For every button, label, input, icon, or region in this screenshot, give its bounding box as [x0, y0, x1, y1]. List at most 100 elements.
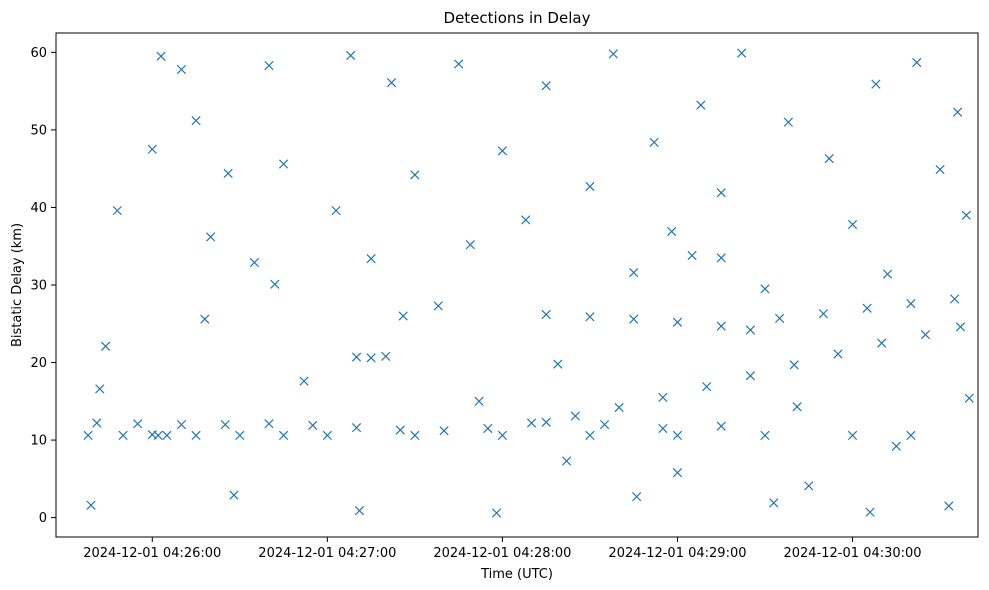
- data-point: [716, 253, 726, 263]
- data-point: [952, 107, 963, 117]
- data-point: [541, 309, 551, 320]
- data-point: [629, 314, 639, 324]
- x-axis-title: Time (UTC): [480, 567, 553, 582]
- data-point: [912, 57, 922, 68]
- y-tick-label: 50: [30, 123, 47, 138]
- data-point: [950, 294, 960, 304]
- data-point: [737, 48, 747, 58]
- plot-frame: [55, 32, 979, 538]
- data-point: [386, 78, 397, 88]
- data-point: [526, 418, 537, 428]
- data-point: [381, 351, 391, 361]
- data-point: [200, 314, 210, 324]
- data-point: [716, 321, 726, 331]
- data-point: [191, 430, 201, 441]
- data-point: [608, 49, 618, 59]
- data-point: [891, 441, 901, 451]
- data-point: [162, 430, 172, 441]
- data-point: [278, 430, 289, 441]
- data-point: [804, 481, 814, 491]
- data-point: [553, 359, 563, 369]
- data-point: [354, 506, 365, 516]
- data-point: [264, 60, 274, 71]
- data-point: [521, 215, 531, 225]
- data-point: [133, 419, 143, 429]
- data-point: [191, 115, 201, 126]
- y-tick-label: 40: [30, 201, 47, 216]
- data-point: [331, 205, 341, 216]
- data-point: [877, 338, 887, 348]
- data-point: [366, 353, 376, 363]
- data-point: [220, 419, 230, 430]
- x-tick-label: 2024-12-01 04:27:00: [258, 546, 396, 561]
- data-point: [497, 146, 508, 156]
- data-point: [687, 250, 697, 261]
- data-point: [783, 117, 793, 127]
- data-point: [745, 325, 756, 335]
- data-point: [871, 79, 881, 89]
- data-point: [322, 430, 332, 441]
- data-point: [649, 137, 659, 147]
- data-point: [299, 376, 309, 386]
- data-point: [112, 205, 122, 216]
- x-tick-label: 2024-12-01 04:30:00: [783, 546, 921, 561]
- x-tick-label: 2024-12-01 04:26:00: [83, 546, 221, 561]
- data-point: [702, 381, 712, 392]
- data-point: [696, 100, 706, 110]
- data-point: [278, 159, 289, 169]
- data-point: [862, 303, 872, 313]
- data-point: [308, 420, 318, 430]
- data-point: [847, 430, 858, 441]
- data-point: [100, 341, 111, 351]
- data-point: [672, 430, 683, 441]
- data-point: [410, 430, 420, 441]
- data-point: [769, 498, 779, 508]
- data-point: [920, 330, 931, 340]
- x-tick-label: 2024-12-01 04:29:00: [608, 546, 746, 561]
- data-point: [156, 51, 166, 61]
- data-point: [366, 254, 376, 264]
- data-point: [465, 240, 475, 250]
- data-point: [264, 419, 274, 429]
- data-point: [935, 164, 945, 175]
- data-point: [398, 311, 408, 321]
- y-tick-label: 0: [39, 511, 47, 526]
- y-axis: 0 10 20 30 40 50 60: [30, 46, 56, 526]
- data-point: [716, 188, 726, 198]
- data-point: [249, 257, 260, 268]
- data-point: [632, 492, 642, 502]
- data-point: [716, 421, 726, 431]
- data-point: [92, 418, 102, 428]
- data-point: [483, 423, 493, 434]
- data-point: [760, 284, 770, 294]
- data-point: [176, 419, 187, 430]
- data-point: [906, 430, 916, 441]
- data-point: [410, 170, 420, 180]
- data-point: [658, 423, 668, 434]
- x-tick-label: 2024-12-01 04:28:00: [433, 546, 571, 561]
- data-point: [147, 430, 157, 440]
- chart-title: Detections in Delay: [444, 9, 591, 27]
- data-point: [774, 313, 785, 323]
- data-point: [570, 411, 580, 421]
- x-axis: 2024-12-01 04:26:00 2024-12-01 04:27:00 20…: [83, 537, 922, 561]
- data-point: [961, 210, 971, 220]
- data-point: [223, 168, 233, 178]
- data-point: [585, 181, 595, 192]
- data-point: [760, 430, 770, 441]
- y-tick-label: 20: [30, 356, 47, 371]
- data-point: [439, 426, 449, 436]
- data-point: [629, 267, 639, 278]
- data-point: [86, 500, 96, 510]
- data-point: [351, 423, 362, 433]
- data-point: [206, 232, 216, 242]
- y-tick-label: 60: [30, 46, 47, 61]
- data-point: [672, 468, 683, 478]
- data-point: [491, 508, 502, 518]
- data-point: [658, 392, 668, 403]
- y-axis-title: Bistatic Delay (km): [10, 223, 25, 347]
- data-point: [351, 352, 362, 362]
- points-layer: [83, 48, 974, 518]
- data-point: [497, 430, 508, 441]
- data-point: [229, 490, 239, 500]
